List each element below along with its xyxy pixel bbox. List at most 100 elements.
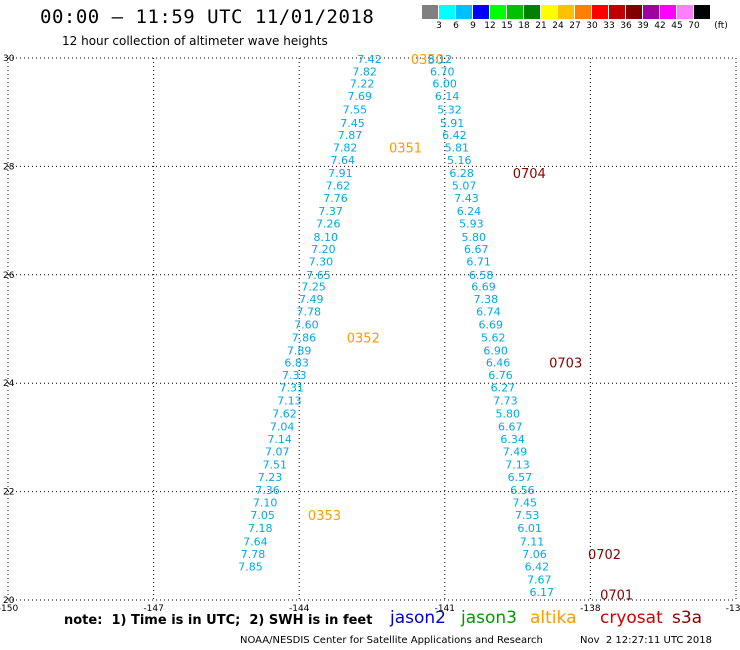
satellite-legend-jason3: jason3 — [461, 608, 517, 628]
wave-height-value: 8.10 — [314, 231, 339, 244]
color-swatch — [575, 5, 592, 19]
color-scale-tick: 27 — [569, 21, 581, 31]
wave-height-value: 7.69 — [348, 90, 373, 103]
y-tick-label: 28 — [3, 162, 15, 172]
wave-height-value: 7.31 — [280, 382, 305, 395]
x-tick-label: -138 — [580, 604, 601, 614]
wave-height-value: 6.27 — [491, 382, 516, 395]
wave-height-value: 5.91 — [440, 117, 465, 130]
wave-height-value: 7.37 — [318, 205, 343, 218]
wave-height-value: 7.76 — [323, 192, 348, 205]
x-tick-label: -144 — [289, 604, 310, 614]
y-tick-label: 26 — [3, 271, 15, 281]
wave-height-value: 6.42 — [442, 129, 467, 142]
color-scale-tick: 45 — [671, 21, 683, 31]
color-scale-tick: 21 — [535, 21, 547, 31]
wave-height-value: 5.93 — [459, 217, 484, 230]
color-scale-tick: 18 — [518, 21, 530, 31]
wave-height-value: 7.89 — [287, 345, 312, 358]
wave-height-value: 7.49 — [299, 293, 324, 306]
wave-height-value: 6.83 — [284, 357, 309, 370]
wave-height-value: 6.58 — [469, 269, 494, 282]
x-tick-label: -135 — [726, 604, 740, 614]
wave-height-value: 7.51 — [263, 459, 288, 472]
wave-height-value: 5.81 — [445, 141, 470, 154]
wave-height-value: 5.80 — [496, 408, 521, 421]
wave-height-value: 5.80 — [462, 231, 487, 244]
color-swatch — [524, 5, 541, 19]
color-scale-tick: 15 — [501, 21, 513, 31]
wave-height-value: 5.16 — [447, 154, 472, 167]
pass-time-label: 0352 — [347, 332, 380, 347]
wave-height-value: 7.05 — [250, 509, 275, 522]
wave-height-value: 7.53 — [515, 509, 540, 522]
wave-height-value: 7.18 — [248, 522, 273, 535]
wave-height-value: 7.62 — [272, 408, 297, 421]
wave-height-value: 7.62 — [326, 179, 351, 192]
y-tick-label: 30 — [3, 54, 15, 64]
wave-height-value: 7.85 — [238, 560, 263, 573]
wave-height-value: 7.43 — [454, 192, 479, 205]
color-scale-tick: 12 — [484, 21, 496, 31]
wave-height-value: 6.71 — [466, 255, 491, 268]
satellite-legend-jason2: jason2 — [390, 608, 446, 628]
wave-height-value: 6.76 — [488, 369, 513, 382]
wave-height-value: 7.07 — [265, 445, 290, 458]
x-tick-label: -147 — [143, 604, 163, 614]
color-swatch — [643, 5, 660, 19]
color-scale-tick: 39 — [637, 21, 649, 31]
color-swatch — [490, 5, 507, 19]
pass-time-label: 0703 — [549, 357, 582, 372]
color-scale-tick: 3 — [436, 21, 442, 31]
wave-height-value: 7.49 — [503, 445, 528, 458]
wave-height-value: 6.56 — [510, 484, 535, 497]
pass-time-label: 0701 — [600, 589, 633, 604]
y-tick-label: 20 — [3, 596, 15, 606]
color-scale-tick: 70 — [688, 21, 700, 31]
color-scale-bar — [422, 5, 711, 19]
wave-height-value: 7.36 — [255, 484, 280, 497]
wave-height-value: 6.42 — [525, 560, 550, 573]
wave-height-value: 7.42 — [357, 53, 382, 66]
pass-time-label: 0702 — [588, 548, 621, 563]
color-swatch — [626, 5, 643, 19]
wave-height-value: 7.82 — [333, 141, 358, 154]
wave-height-value: 8.12 — [428, 53, 453, 66]
wave-height-value: 7.91 — [328, 167, 353, 180]
wave-height-value: 7.64 — [243, 535, 268, 548]
wave-height-value: 7.45 — [513, 496, 538, 509]
wave-height-value: 7.67 — [527, 573, 552, 586]
wave-height-value: 7.14 — [267, 433, 292, 446]
wave-height-value: 6.67 — [464, 243, 489, 256]
wave-height-value: 7.82 — [352, 66, 377, 79]
wave-height-value: 7.11 — [520, 535, 545, 548]
y-tick-label: 22 — [3, 488, 14, 498]
wave-height-value: 7.73 — [493, 395, 518, 408]
color-swatch — [541, 5, 558, 19]
wave-height-value: 6.34 — [500, 433, 525, 446]
color-swatch — [473, 5, 490, 19]
wave-height-value: 7.20 — [311, 243, 336, 256]
wave-height-value: 6.46 — [486, 357, 511, 370]
color-swatch — [422, 5, 439, 19]
generated-timestamp: Nov 2 12:27:11 UTC 2018 — [580, 635, 712, 646]
pass-time-label: 0704 — [513, 167, 546, 182]
chart-subtitle: 12 hour collection of altimeter wave hei… — [62, 34, 328, 48]
wave-height-value: 6.57 — [508, 471, 533, 484]
satellite-legend-cryosat: cryosat — [600, 608, 663, 628]
pass-time-label: 0350 — [411, 53, 444, 68]
color-scale-tick: 42 — [654, 21, 666, 31]
wave-height-value: 7.33 — [282, 369, 307, 382]
color-swatch — [592, 5, 609, 19]
color-swatch — [609, 5, 626, 19]
wave-height-value: 5.62 — [481, 332, 506, 345]
wave-height-value: 5.07 — [452, 179, 477, 192]
wave-height-value: 7.87 — [338, 129, 363, 142]
wave-height-value: 6.90 — [483, 345, 508, 358]
wave-height-value: 7.55 — [343, 103, 368, 116]
wave-height-value: 6.74 — [476, 306, 501, 319]
wave-height-value: 7.60 — [294, 319, 319, 332]
wave-height-value: 7.78 — [241, 548, 266, 561]
wave-height-value: 6.00 — [432, 77, 457, 90]
